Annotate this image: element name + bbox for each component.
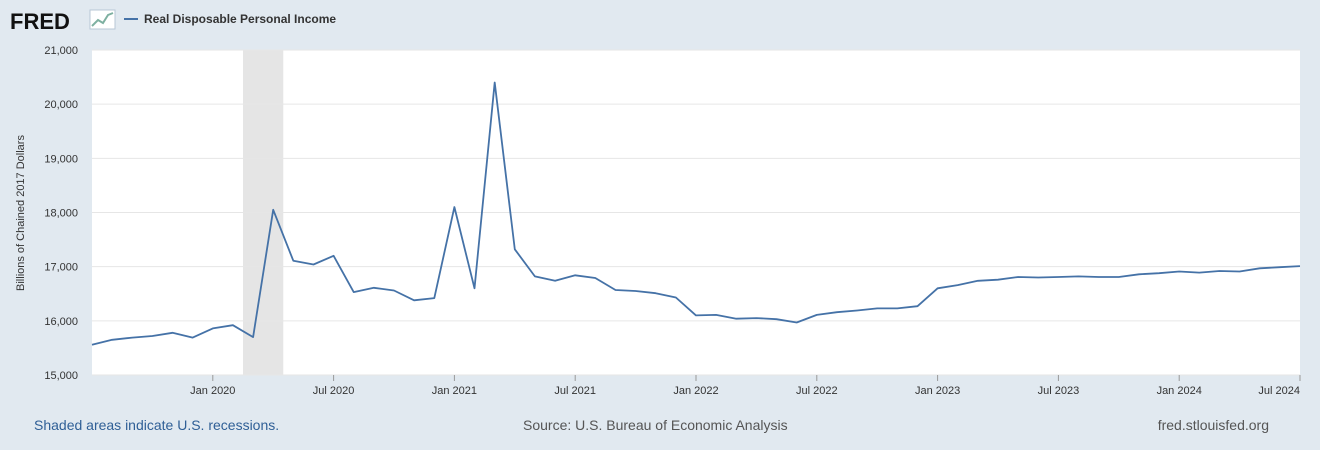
x-tick-label: Jan 2020: [190, 385, 235, 397]
y-tick-label: 19,000: [44, 153, 78, 165]
fred-logo[interactable]: FRED: [10, 9, 116, 34]
y-tick-label: 15,000: [44, 370, 78, 382]
x-tick-label: Jan 2022: [673, 385, 718, 397]
x-tick-label: Jan 2021: [432, 385, 477, 397]
x-tick-label: Jul 2020: [313, 385, 355, 397]
recession-note-link[interactable]: Shaded areas indicate U.S. recessions.: [34, 417, 280, 433]
y-tick-label: 17,000: [44, 262, 78, 274]
x-axis-ticks: Jan 2020 Jul 2020 Jan 2021 Jul 2021 Jan 2022…: [190, 375, 1301, 397]
legend[interactable]: Real Disposable Personal Income: [124, 12, 336, 26]
x-tick-label: Jul 2021: [554, 385, 596, 397]
x-tick-label: Jul 2024: [1258, 385, 1300, 397]
x-tick-label: Jan 2024: [1157, 385, 1202, 397]
fred-chart-icon: [89, 9, 116, 30]
y-axis-ticks: 15,000 16,000 17,000 18,000 19,000 20,000 21,0…: [44, 45, 78, 382]
series-layer: [91, 81, 1301, 346]
x-tick-label: Jul 2022: [796, 385, 838, 397]
source-text: Source: U.S. Bureau of Economic Analysis: [523, 417, 788, 433]
y-tick-label: 16,000: [44, 316, 78, 328]
legend-label: Real Disposable Personal Income: [144, 12, 336, 26]
y-tick-label: 18,000: [44, 208, 78, 220]
site-link[interactable]: fred.stlouisfed.org: [1157, 417, 1269, 433]
y-tick-label: 20,000: [44, 99, 78, 111]
y-axis-label: Billions of Chained 2017 Dollars: [15, 135, 27, 291]
x-tick-label: Jul 2023: [1038, 385, 1080, 397]
y-tick-label: 21,000: [44, 45, 78, 57]
series-line[interactable]: [91, 81, 1301, 346]
x-tick-label: Jan 2023: [915, 385, 960, 397]
logo-text: FRED: [10, 9, 70, 34]
grid-lines: [92, 49, 1300, 376]
